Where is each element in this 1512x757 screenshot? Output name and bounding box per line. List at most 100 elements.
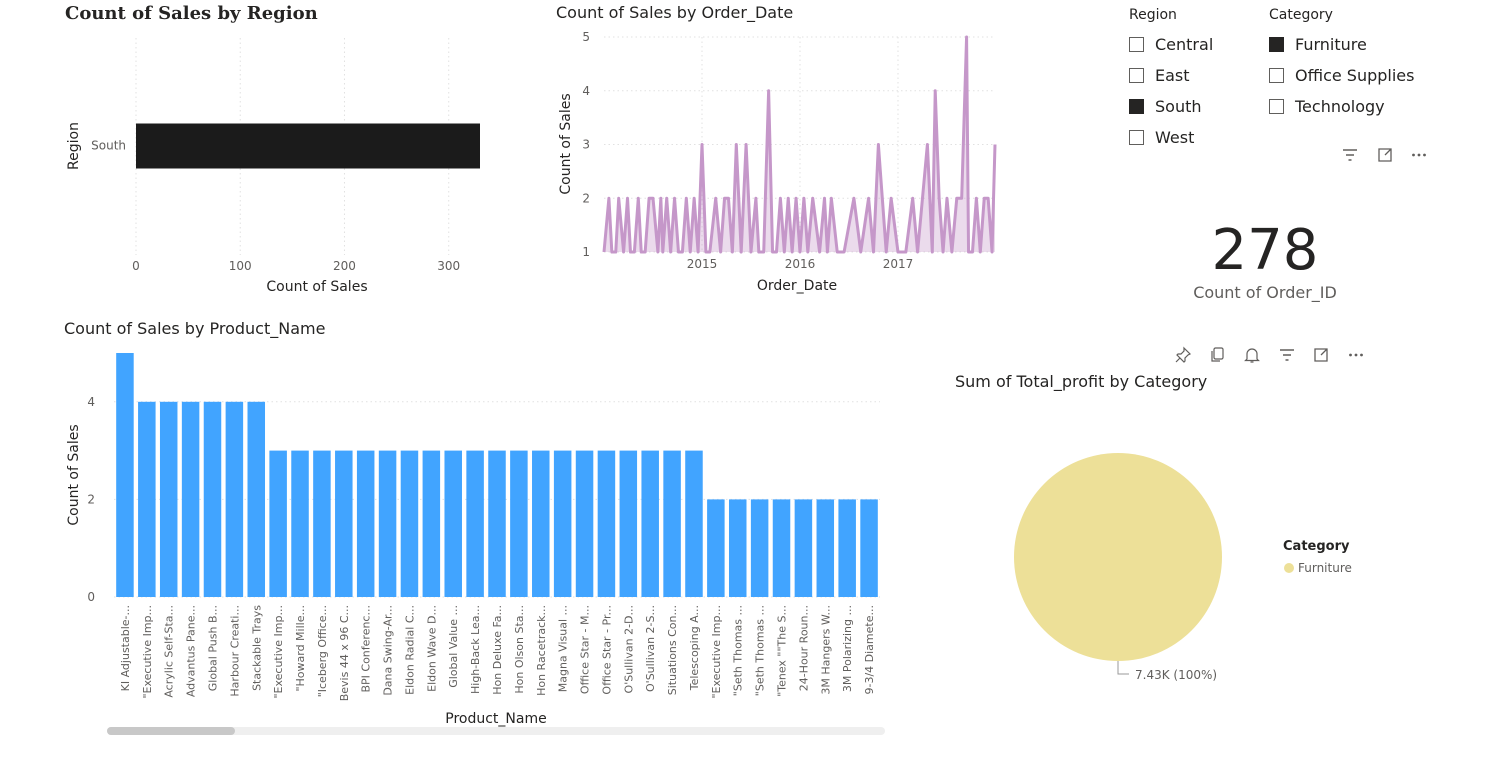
region-slicer: Region Central East South West bbox=[1129, 7, 1213, 153]
bar[interactable] bbox=[247, 401, 266, 597]
checkbox[interactable] bbox=[1129, 99, 1144, 114]
bar[interactable] bbox=[685, 450, 703, 597]
bar[interactable] bbox=[575, 450, 594, 597]
pie-data-label: 7.43K (100%) bbox=[1135, 668, 1217, 682]
order-date-line-chart[interactable]: 1 2 3 4 5 2015 2016 2017 Order_Date Count of Sale… bbox=[550, 22, 1000, 302]
checkbox[interactable] bbox=[1269, 68, 1284, 83]
bar[interactable] bbox=[335, 450, 353, 597]
category-slicer-item-technology[interactable]: Technology bbox=[1269, 91, 1414, 122]
bar[interactable] bbox=[750, 499, 769, 597]
region-chart-title: Count of Sales by Region bbox=[65, 3, 318, 24]
bar[interactable] bbox=[728, 499, 747, 597]
bar[interactable] bbox=[116, 353, 134, 597]
checkbox[interactable] bbox=[1129, 130, 1144, 145]
category-slicer-item-furniture[interactable]: Furniture bbox=[1269, 29, 1414, 60]
product-bar-chart[interactable]: 0 2 4 KI Adjustable-... "Executive Imp... Acr… bbox=[60, 340, 900, 740]
series-line[interactable] bbox=[602, 35, 997, 254]
checkbox[interactable] bbox=[1129, 68, 1144, 83]
region-slicer-item-west[interactable]: West bbox=[1129, 122, 1213, 153]
slicer-item-label: Office Supplies bbox=[1295, 66, 1415, 85]
checkbox[interactable] bbox=[1129, 37, 1144, 52]
bar[interactable] bbox=[159, 401, 178, 597]
x-tick-label: 200 bbox=[333, 259, 356, 273]
bar[interactable] bbox=[136, 123, 480, 169]
bar[interactable] bbox=[422, 450, 441, 597]
card-label: Count of Order_ID bbox=[1193, 283, 1337, 302]
bar[interactable] bbox=[356, 450, 375, 597]
x-tick-label: Eldon Wave D... bbox=[425, 605, 438, 692]
region-bar-chart[interactable]: 0 100 200 300 South Count of Sales Region bbox=[60, 30, 510, 300]
y-tick-label: 3 bbox=[582, 138, 590, 152]
bar[interactable] bbox=[269, 450, 287, 597]
x-tick-label: "Tenex ""The S... bbox=[776, 605, 789, 697]
x-tick-label: 3M Polarizing ... bbox=[841, 605, 854, 692]
checkbox[interactable] bbox=[1269, 99, 1284, 114]
scrollbar-thumb[interactable] bbox=[107, 727, 235, 735]
bar[interactable] bbox=[466, 450, 484, 597]
scrollbar-track[interactable] bbox=[107, 727, 885, 735]
bar[interactable] bbox=[816, 499, 835, 597]
bar[interactable] bbox=[291, 450, 309, 597]
pie-slice[interactable] bbox=[1014, 453, 1222, 661]
bar[interactable] bbox=[378, 450, 397, 597]
pin-icon[interactable] bbox=[1174, 346, 1192, 364]
bar[interactable] bbox=[444, 450, 462, 597]
bar[interactable] bbox=[313, 450, 331, 597]
product-chart-title: Count of Sales by Product_Name bbox=[64, 319, 326, 338]
focus-mode-icon[interactable] bbox=[1376, 146, 1394, 164]
bar[interactable] bbox=[488, 450, 506, 597]
category-slicer-title: Category bbox=[1269, 7, 1333, 23]
x-axis-label: Order_Date bbox=[757, 278, 837, 294]
x-tick-label: 9-3/4 Diamete... bbox=[863, 605, 876, 695]
bar[interactable] bbox=[225, 401, 244, 597]
region-slicer-title: Region bbox=[1129, 7, 1177, 23]
x-tick-label: Eldon Radial C... bbox=[403, 605, 416, 695]
x-tick-label: "Executive Imp... bbox=[272, 605, 285, 699]
card-value: 278 bbox=[1211, 218, 1319, 283]
x-tick-label: O'Sullivan 2-S... bbox=[644, 605, 657, 692]
checkbox[interactable] bbox=[1269, 37, 1284, 52]
bar[interactable] bbox=[772, 499, 791, 597]
bar[interactable] bbox=[641, 450, 659, 597]
y-tick-label: 4 bbox=[582, 84, 590, 98]
category-slicer-item-office-supplies[interactable]: Office Supplies bbox=[1269, 60, 1414, 91]
bar[interactable] bbox=[138, 401, 156, 597]
bar[interactable] bbox=[663, 450, 681, 597]
x-tick-label: "Seth Thomas ... bbox=[754, 605, 767, 696]
x-tick-label: 100 bbox=[229, 259, 252, 273]
region-slicer-item-central[interactable]: Central bbox=[1129, 29, 1213, 60]
bar[interactable] bbox=[532, 450, 550, 597]
region-slicer-item-south[interactable]: South bbox=[1129, 91, 1213, 122]
x-tick-label: Harbour Creati... bbox=[228, 605, 241, 697]
more-options-icon[interactable] bbox=[1347, 346, 1365, 364]
y-axis-label: Count of Sales bbox=[558, 93, 574, 194]
filter-icon[interactable] bbox=[1278, 346, 1296, 364]
bar[interactable] bbox=[400, 450, 419, 597]
x-tick-label: KI Adjustable-... bbox=[119, 605, 132, 691]
x-tick-label: Bevis 44 x 96 C... bbox=[338, 605, 351, 701]
bar[interactable] bbox=[181, 401, 200, 597]
copy-icon[interactable] bbox=[1209, 346, 1227, 364]
legend-marker bbox=[1284, 563, 1294, 573]
x-tick-label: Acrylic Self-Sta... bbox=[163, 605, 176, 698]
filter-icon[interactable] bbox=[1341, 146, 1359, 164]
bell-icon[interactable] bbox=[1243, 346, 1261, 364]
more-options-icon[interactable] bbox=[1410, 146, 1428, 164]
profit-pie-chart[interactable]: 7.43K (100%) Category Furniture bbox=[1000, 440, 1380, 700]
bar[interactable] bbox=[553, 450, 572, 597]
bar[interactable] bbox=[510, 450, 528, 597]
bar[interactable] bbox=[203, 401, 222, 597]
bar[interactable] bbox=[838, 499, 856, 597]
category-slicer: Category Furniture Office Supplies Technol… bbox=[1269, 7, 1414, 122]
bar[interactable] bbox=[619, 450, 638, 597]
bar[interactable] bbox=[794, 499, 813, 597]
bar[interactable] bbox=[860, 499, 878, 597]
region-slicer-item-east[interactable]: East bbox=[1129, 60, 1213, 91]
y-tick-label: 2 bbox=[87, 492, 95, 506]
bar[interactable] bbox=[597, 450, 616, 597]
order-count-card: 278 Count of Order_ID bbox=[1160, 218, 1370, 302]
slicer-item-label: Central bbox=[1155, 35, 1214, 54]
bar[interactable] bbox=[707, 499, 725, 597]
data-label-leader bbox=[1117, 661, 1129, 675]
focus-mode-icon[interactable] bbox=[1312, 346, 1330, 364]
